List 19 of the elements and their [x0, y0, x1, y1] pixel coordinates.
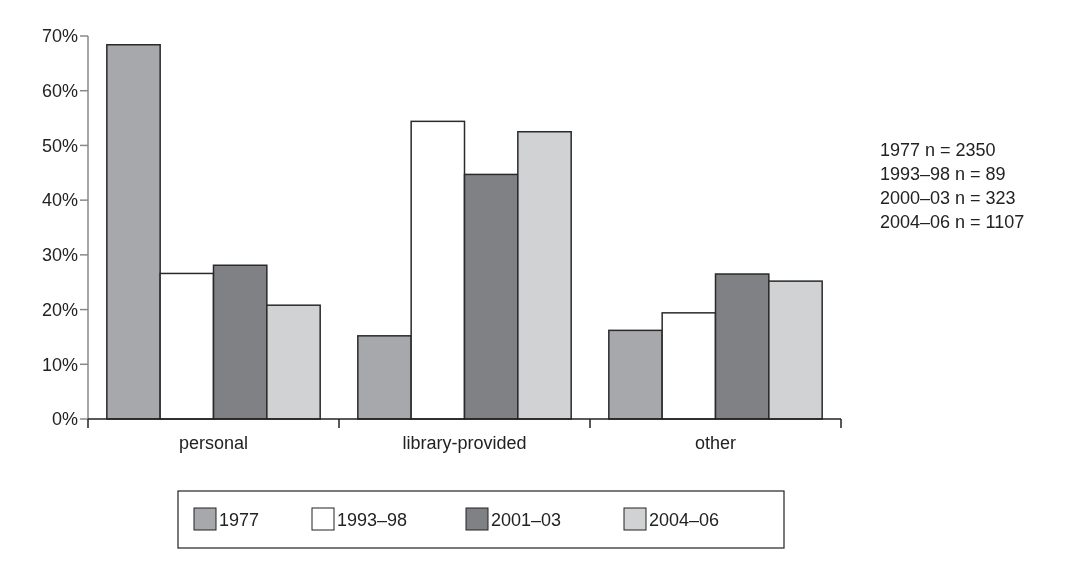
y-tick-label: 60% — [41, 81, 78, 102]
legend-label: 1977 — [219, 510, 260, 531]
legend-label: 2004–06 — [649, 510, 720, 531]
text: 2004–06 n = 1107 — [880, 212, 1025, 232]
y-tick-label: 20% — [41, 299, 78, 320]
y-tick-label: 30% — [41, 245, 78, 266]
y-tick-label: 0% — [51, 409, 78, 430]
y-tick-label: 50% — [41, 135, 78, 156]
x-tick-label: personal — [178, 433, 249, 453]
legend-label: 2001–03 — [491, 510, 562, 531]
text: 1977 n = 2350 — [880, 140, 996, 160]
y-tick-label: 70% — [41, 26, 78, 47]
x-tick-label: other — [694, 433, 737, 453]
legend-label: 1993–98 — [337, 510, 408, 531]
x-tick-label: library-provided — [402, 433, 527, 453]
y-tick-label: 40% — [41, 190, 78, 211]
y-tick-label: 10% — [41, 354, 78, 375]
text: 2000–03 n = 323 — [880, 188, 1016, 208]
text: 1993–98 n = 89 — [880, 164, 1006, 184]
